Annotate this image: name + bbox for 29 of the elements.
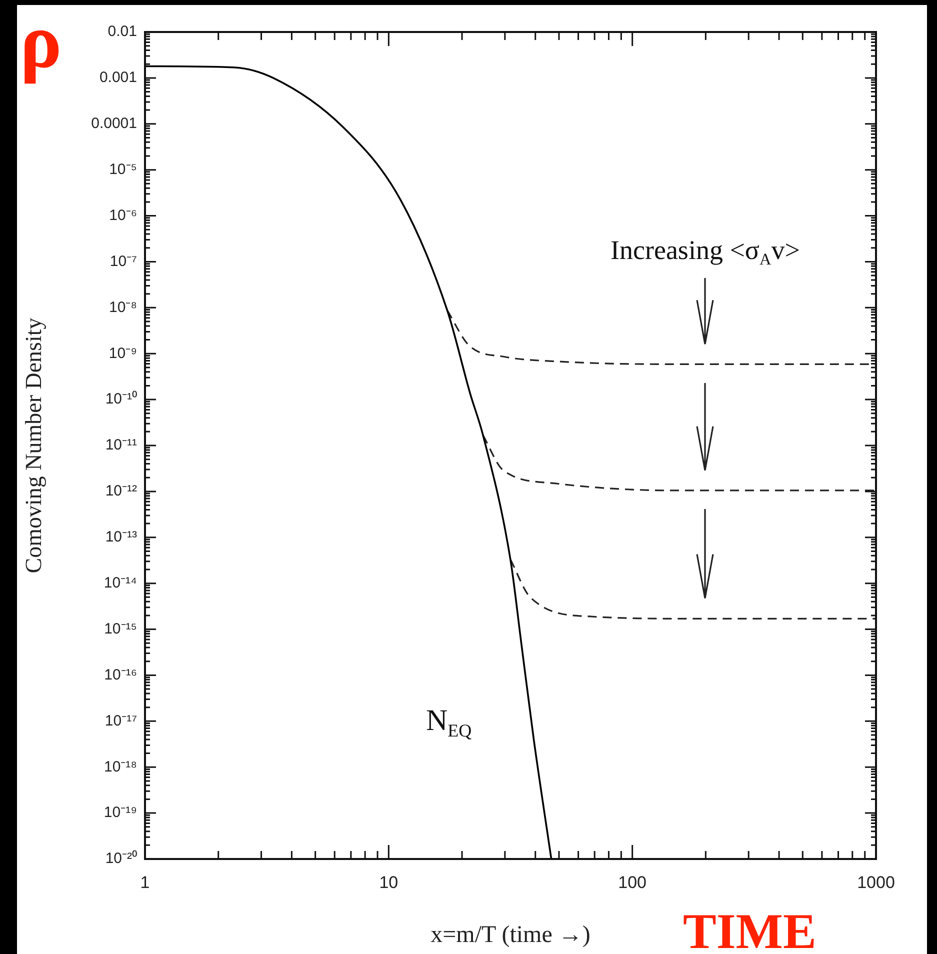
- y-tick-label: 10⁻⁷: [110, 252, 137, 270]
- y-tick-label: 0.01: [108, 23, 137, 40]
- y-tick-label: 0.001: [99, 69, 137, 86]
- y-tick-label: 10⁻⁶: [109, 206, 137, 224]
- y-tick-label: 10⁻¹⁶: [104, 666, 137, 684]
- y-tick-label: 10⁻¹⁸: [104, 758, 137, 776]
- y-tick-label: 10⁻¹²: [105, 482, 137, 500]
- y-tick-label: 10⁻¹¹: [105, 436, 137, 454]
- text: TIME: [683, 903, 816, 954]
- y-tick-label: 10⁻¹⁵: [104, 620, 137, 638]
- y-tick-label: 10⁻¹⁷: [104, 712, 137, 730]
- y-axis-title: Comoving Number Density: [20, 317, 46, 574]
- x-tick-label: 1000: [857, 872, 895, 892]
- x-tick-label: 1: [140, 872, 150, 892]
- y-tick-label: 10⁻¹⁹: [104, 804, 137, 822]
- y-tick-label: 10⁻⁵: [109, 160, 137, 178]
- y-tick-label: 10⁻⁸: [108, 298, 137, 316]
- x-axis-title: x=m/T (time →): [430, 922, 590, 948]
- x-tick-label: 100: [618, 872, 647, 892]
- y-tick-label: 0.0001: [91, 115, 137, 132]
- text: ρ: [20, 0, 62, 84]
- x-tick-label: 10: [379, 872, 398, 892]
- y-tick-label: 10⁻²⁰: [105, 850, 137, 868]
- annotation: Increasing <σ$_{A}$v>: [610, 234, 800, 268]
- y-tick-label: 10⁻¹⁴: [104, 574, 137, 592]
- y-tick-label: 10⁻¹³: [105, 528, 137, 546]
- y-tick-label: 10⁻⁹: [108, 344, 137, 362]
- annotation: N$_{EQ}$: [426, 704, 472, 740]
- y-tick-label: 10⁻¹⁰: [105, 390, 137, 408]
